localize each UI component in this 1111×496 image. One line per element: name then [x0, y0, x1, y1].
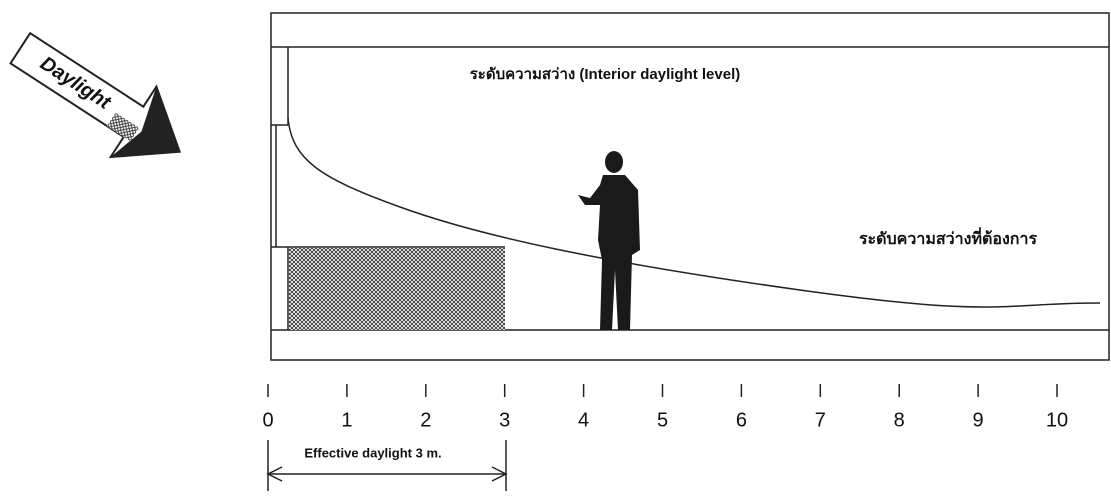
tick-label: 5: [657, 409, 668, 431]
tick-label: 2: [420, 409, 431, 431]
scale: 0 1 2 3 4 5 6 7 8 9 10: [262, 384, 1068, 431]
tick-label: 9: [973, 409, 984, 431]
tick-label: 6: [736, 409, 747, 431]
interior-label: ระดับความสว่าง (Interior daylight level): [470, 66, 741, 83]
room: [270, 12, 1110, 361]
required-label: ระดับความสว่างที่ต้องการ: [859, 227, 1038, 248]
tick-label: 1: [341, 409, 352, 431]
effective-zone: [289, 248, 505, 330]
tick-label: 7: [815, 409, 826, 431]
tick-label: 8: [894, 409, 905, 431]
tick-label: 10: [1046, 409, 1068, 431]
tick-label: 3: [499, 409, 510, 431]
tick-label: 4: [578, 409, 589, 431]
person: [578, 151, 640, 330]
effective-label: Effective daylight 3 m.: [304, 445, 441, 460]
tick-label: 0: [262, 409, 273, 431]
daylight-arrow: Daylight: [9, 31, 182, 159]
dimension: Effective daylight 3 m.: [266, 440, 508, 491]
